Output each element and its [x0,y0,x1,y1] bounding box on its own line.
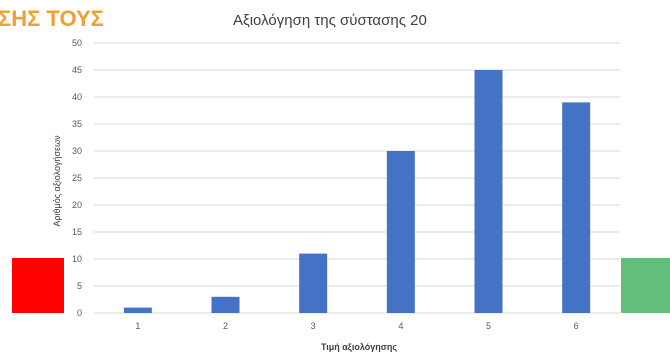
x-tick-label: 3 [311,321,316,331]
y-tick-label: 10 [72,254,82,264]
red-marker-square [12,258,64,313]
y-axis-label: Αριθμός αξιολογήσεων [52,135,62,227]
y-tick-label: 40 [72,92,82,102]
y-tick-label: 30 [72,146,82,156]
slide-heading-fragment: ΣΗΣ ΤΟΥΣ [0,6,104,31]
x-tick-label: 5 [486,321,491,331]
x-axis-label: Τιμή αξιολόγησης [321,342,397,352]
bar-2 [211,296,240,313]
y-tick-label: 15 [72,227,82,237]
gridlines [94,42,620,314]
bar-3 [299,253,328,313]
bar-4 [386,151,415,313]
y-axis-ticks: 0 5 10 15 20 25 30 35 40 45 50 [72,38,82,318]
x-tick-label: 4 [398,321,403,331]
x-axis-ticks: 1 2 3 4 5 6 [135,321,578,331]
y-tick-label: 45 [72,65,82,75]
y-tick-label: 35 [72,119,82,129]
y-tick-label: 50 [72,38,82,48]
chart-title: Αξιολόγηση της σύστασης 20 [233,12,427,29]
bar-1 [123,307,152,313]
y-tick-label: 5 [77,281,82,291]
bars [123,70,591,314]
x-tick-label: 1 [135,321,140,331]
bar-5 [474,70,503,313]
y-tick-label: 0 [77,308,82,318]
x-tick-label: 2 [223,321,228,331]
green-marker-square [621,258,670,313]
y-tick-label: 25 [72,173,82,183]
x-tick-label: 6 [574,321,579,331]
bar-6 [562,102,591,314]
y-tick-label: 20 [72,200,82,210]
